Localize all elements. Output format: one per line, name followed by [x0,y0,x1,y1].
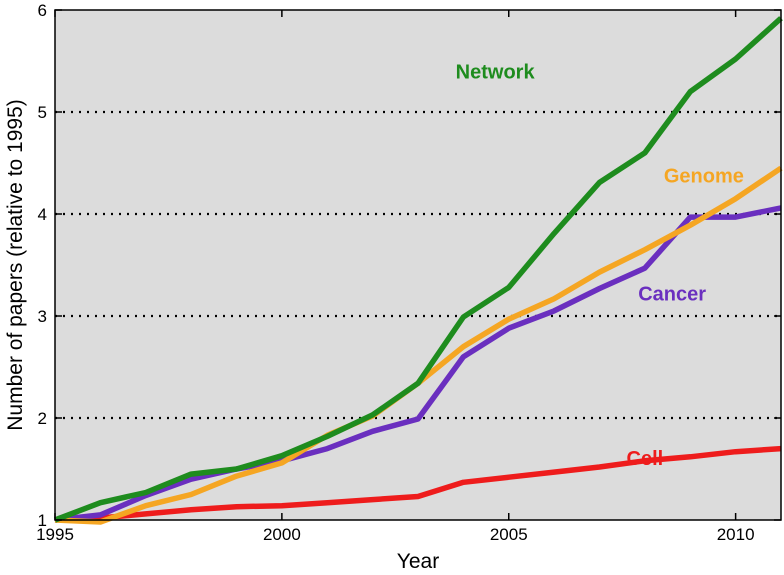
series-line-cell [54,445,782,523]
y-tick-label-2: 2 [38,409,47,428]
y-tick-label-6: 6 [38,1,47,20]
x-tick-label-2000: 2000 [263,525,301,544]
series-labels: Network Genome Cancer Cell [456,61,744,470]
series-label-cell: Cell [627,448,664,470]
y-tick-label-3: 3 [38,307,47,326]
plot-background [55,10,781,520]
axis-ticks [54,9,781,521]
series-label-cancer: Cancer [638,284,706,306]
y-tick-label-5: 5 [38,103,47,122]
x-tick-label-1995: 1995 [36,525,74,544]
x-axis-title: Year [397,550,439,573]
x-tick-label-2010: 2010 [717,525,755,544]
y-tick-label-4: 4 [38,205,47,224]
tick-labels: 1995 2000 2005 2010 1 2 3 4 5 6 [36,1,754,544]
x-tick-label-2005: 2005 [490,525,528,544]
plot-frame [54,9,782,521]
series-label-network: Network [456,61,536,83]
grid-lines [55,110,781,420]
series-line-network [54,16,783,523]
series-line-cancer [54,205,782,523]
series-lines [54,16,783,525]
y-tick-label-1: 1 [38,511,47,530]
y-axis-title: Number of papers (relative to 1995) [4,99,27,431]
series-label-genome: Genome [664,165,744,187]
